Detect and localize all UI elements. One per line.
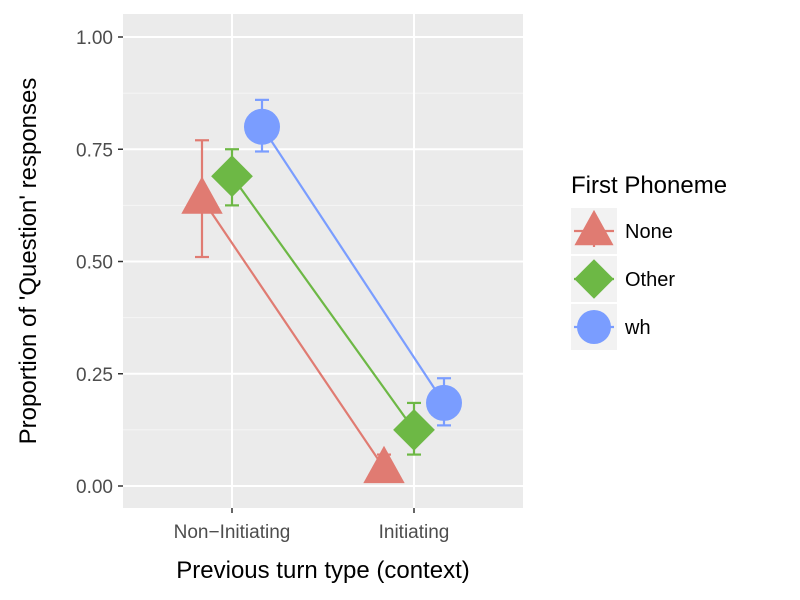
x-axis-title: Previous turn type (context)	[176, 557, 469, 584]
y-tick-label: 0.75	[76, 140, 113, 161]
data-point-wh	[244, 108, 280, 145]
data-point-none	[363, 445, 405, 484]
y-tick-label: 0.25	[76, 365, 113, 386]
data-point-other	[393, 408, 435, 451]
x-tick-label: Non−Initiating	[174, 522, 291, 543]
y-axis-title: Proportion of 'Question' responses	[15, 78, 42, 445]
legend: First Phoneme None Other wh	[571, 172, 727, 350]
y-tick-label: 0.50	[76, 253, 113, 274]
series-line-wh	[261, 126, 445, 404]
legend-label-wh: wh	[624, 317, 651, 339]
axes: 0.00 0.25 0.50 0.75 1.00 Non−Initiating Initia…	[76, 28, 449, 543]
data-point-other	[211, 155, 253, 198]
legend-label-other: Other	[625, 269, 675, 291]
legend-title: First Phoneme	[571, 172, 727, 199]
series-line-other	[231, 175, 415, 431]
data-point-none	[181, 176, 223, 214]
y-tick-label: 0.00	[76, 477, 113, 498]
legend-key-circle-icon	[577, 310, 611, 344]
data-point-wh	[426, 384, 462, 421]
legend-key-triangle-icon	[574, 209, 614, 246]
x-tick-label: Initiating	[379, 522, 450, 543]
legend-label-none: None	[625, 221, 673, 243]
legend-key-diamond-icon	[574, 259, 614, 299]
y-tick-label: 1.00	[76, 28, 113, 49]
series-layer	[181, 98, 462, 484]
series-line-none	[201, 198, 385, 469]
